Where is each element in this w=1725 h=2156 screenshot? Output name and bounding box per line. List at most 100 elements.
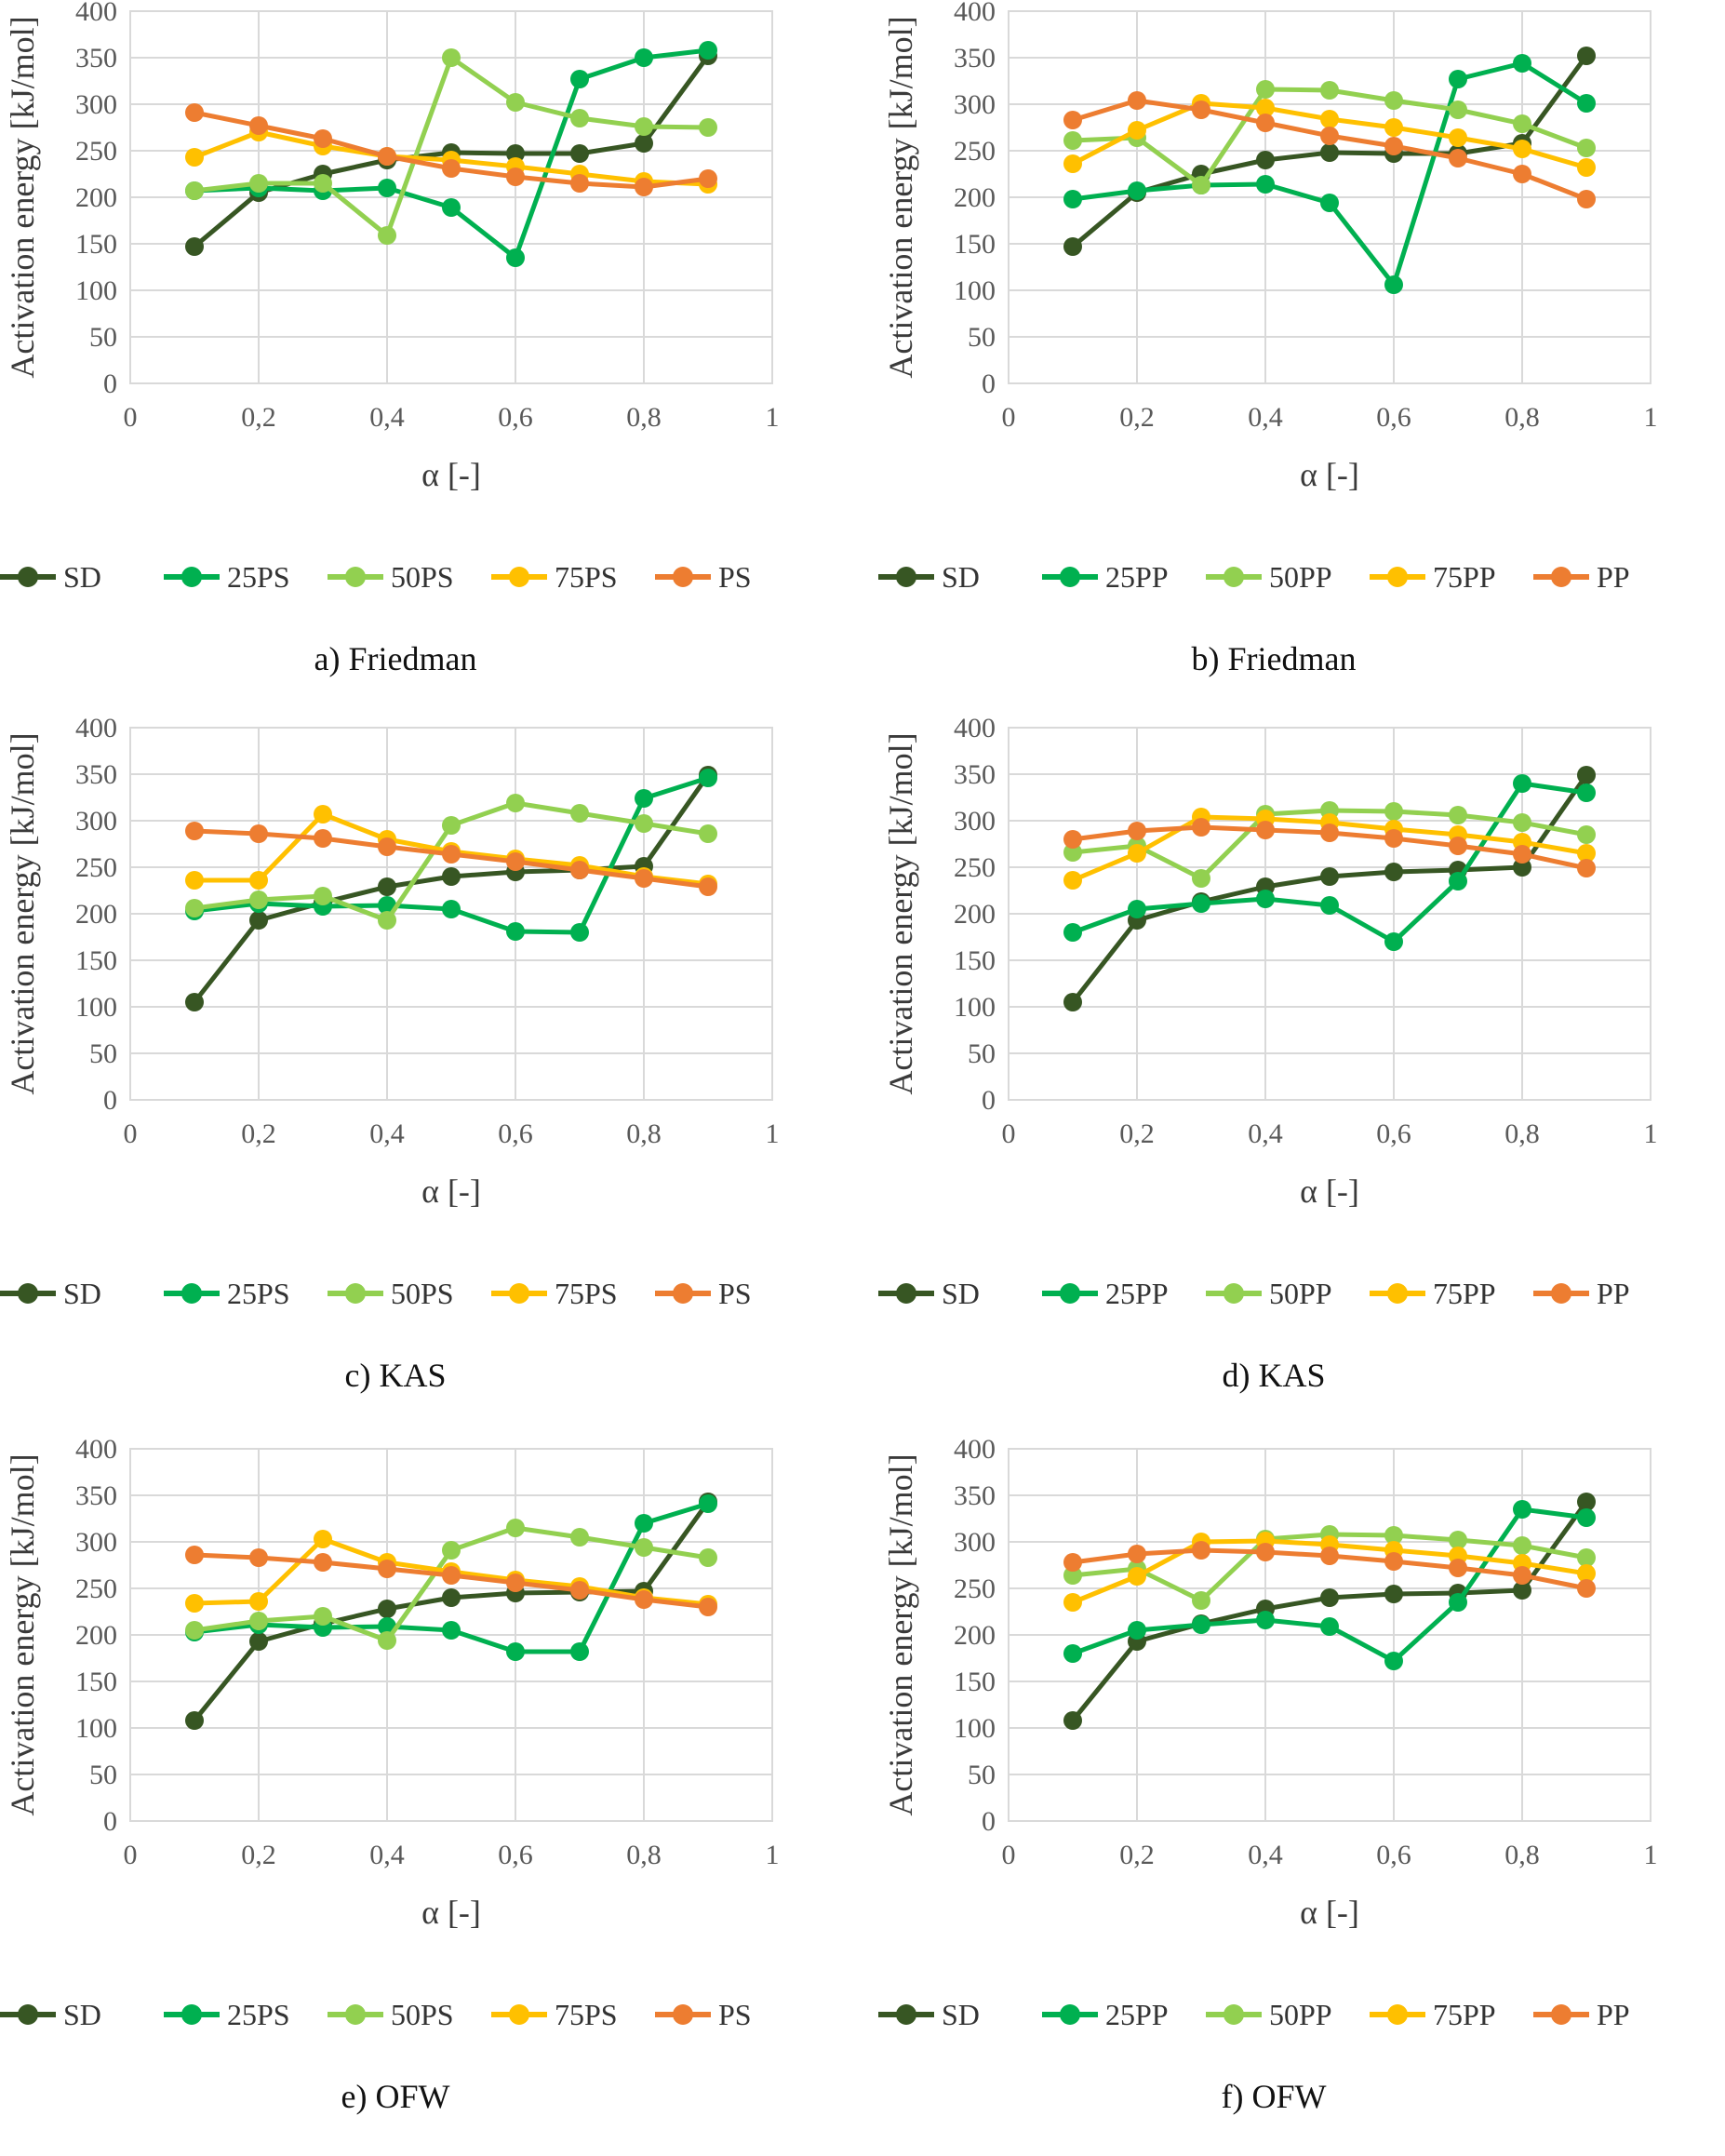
data-point-SD [1063, 237, 1082, 256]
legend-marker-SD [18, 1283, 38, 1304]
data-point-SD [1513, 858, 1531, 877]
data-point-25PP [1128, 1621, 1146, 1640]
data-point-50PS [635, 117, 653, 136]
legend-marker-75PS [509, 1283, 529, 1304]
legend-marker-SD [896, 2004, 916, 2025]
y-axis-title: Activation energy [kJ/mol] [4, 732, 41, 1094]
x-tick-label: 0,2 [241, 402, 276, 433]
x-axis-title: α [-] [421, 1894, 481, 1931]
y-tick-label: 200 [954, 899, 996, 930]
data-point-25PP [1063, 190, 1082, 208]
legend-label-50PP: 50PP [1269, 1277, 1332, 1310]
data-point-50PS [506, 1519, 525, 1537]
data-point-25PS [635, 1514, 653, 1533]
legend-label-PS: PS [718, 1998, 752, 2031]
y-tick-label: 300 [954, 806, 996, 837]
legend-marker-25PS [181, 1283, 202, 1304]
x-tick-label: 0,4 [1248, 1118, 1283, 1149]
data-point-50PP [1192, 1591, 1210, 1610]
line-chart: 0 50 100 150 200 250 300 350 400 0 0,2 0,4 0,6 0,8 1 α … [878, 1438, 1658, 2115]
y-tick-label: 250 [75, 852, 117, 883]
data-point-75PP [1063, 871, 1082, 890]
data-point-PS [249, 116, 268, 135]
y-tick-label: 100 [954, 1713, 996, 1744]
data-point-25PS [442, 900, 461, 918]
data-point-PP [1384, 137, 1403, 155]
legend-label-25PP: 25PP [1105, 1277, 1169, 1310]
y-tick-label: 0 [982, 1806, 996, 1837]
data-point-25PP [1513, 54, 1531, 73]
x-tick-label: 1 [1644, 1840, 1658, 1870]
data-point-SD [1320, 867, 1339, 886]
legend-marker-75PP [1387, 1283, 1408, 1304]
y-tick-label: 100 [954, 992, 996, 1023]
data-point-75PP [1063, 1593, 1082, 1612]
y-tick-label: 250 [75, 136, 117, 167]
data-point-50PS [699, 824, 717, 843]
legend-marker-PP [1551, 2004, 1571, 2025]
data-point-PP [1063, 830, 1082, 849]
data-point-SD [1577, 47, 1596, 65]
x-tick-label: 0,2 [241, 1840, 276, 1870]
x-tick-label: 0,6 [1376, 1840, 1411, 1870]
data-point-50PP [1577, 1548, 1596, 1567]
data-point-75PP [1128, 1567, 1146, 1586]
data-point-SD [1063, 993, 1082, 1011]
y-tick-label: 150 [75, 1667, 117, 1697]
x-tick-label: 1 [766, 402, 780, 433]
chart-panel-5: 0 50 100 150 200 250 300 350 400 0 0,2 0,4 0,6 0,8 1 α … [878, 1438, 1725, 2145]
x-tick-label: 0,8 [1504, 1840, 1540, 1870]
y-tick-label: 400 [75, 716, 117, 743]
y-tick-label: 400 [75, 0, 117, 27]
x-tick-label: 0,4 [369, 1118, 405, 1149]
data-point-PS [699, 877, 717, 896]
y-tick-label: 0 [103, 1806, 117, 1837]
data-point-SD [1577, 766, 1596, 784]
legend-label-SD: SD [942, 1277, 980, 1310]
data-point-50PS [570, 804, 589, 823]
y-tick-label: 300 [954, 1527, 996, 1558]
data-point-75PP [1513, 140, 1531, 158]
legend-marker-25PP [1060, 2004, 1080, 2025]
data-point-50PS [635, 814, 653, 833]
data-point-50PP [1320, 81, 1339, 100]
legend-label-PP: PP [1597, 1998, 1630, 2031]
y-tick-label: 50 [89, 1038, 117, 1069]
data-point-SD [1320, 143, 1339, 162]
data-point-50PS [185, 181, 204, 200]
legend-label-50PP: 50PP [1269, 560, 1332, 594]
data-point-PP [1128, 1545, 1146, 1563]
y-tick-label: 350 [954, 1480, 996, 1511]
legend-marker-75PS [509, 567, 529, 587]
data-point-75PP [1128, 121, 1146, 140]
legend-marker-PP [1551, 1283, 1571, 1304]
data-point-50PP [1449, 100, 1467, 119]
legend-marker-SD [896, 1283, 916, 1304]
x-tick-label: 0 [1002, 1118, 1016, 1149]
series-line-SD [193, 773, 711, 1004]
data-point-75PP [1577, 844, 1596, 863]
y-tick-label: 50 [89, 322, 117, 353]
data-point-25PS [635, 48, 653, 67]
y-tick-label: 0 [982, 1085, 996, 1116]
data-point-25PP [1384, 1652, 1403, 1670]
data-point-50PS [314, 174, 332, 193]
line-chart: 0 50 100 150 200 250 300 350 400 0 0,2 0,4 0,6 0,8 1 α … [0, 716, 780, 1394]
data-point-75PS [185, 871, 204, 890]
line-chart: 0 50 100 150 200 250 300 350 400 0 0,2 0,4 0,6 0,8 1 α … [878, 0, 1658, 677]
legend-label-25PP: 25PP [1105, 1998, 1169, 2031]
data-point-PS [378, 837, 396, 856]
legend-marker-PS [673, 1283, 693, 1304]
data-point-SD [378, 877, 396, 896]
data-point-SD [1384, 863, 1403, 881]
data-point-25PP [1192, 894, 1210, 913]
x-tick-label: 1 [1644, 1118, 1658, 1149]
x-tick-label: 0,6 [498, 1840, 533, 1870]
data-point-SD [249, 911, 268, 930]
y-tick-label: 200 [954, 1620, 996, 1651]
data-point-25PP [1256, 890, 1275, 908]
legend-label-75PS: 75PS [555, 1998, 618, 2031]
data-point-PP [1320, 1547, 1339, 1565]
x-tick-label: 1 [766, 1840, 780, 1870]
series-line-SD [193, 1500, 711, 1722]
